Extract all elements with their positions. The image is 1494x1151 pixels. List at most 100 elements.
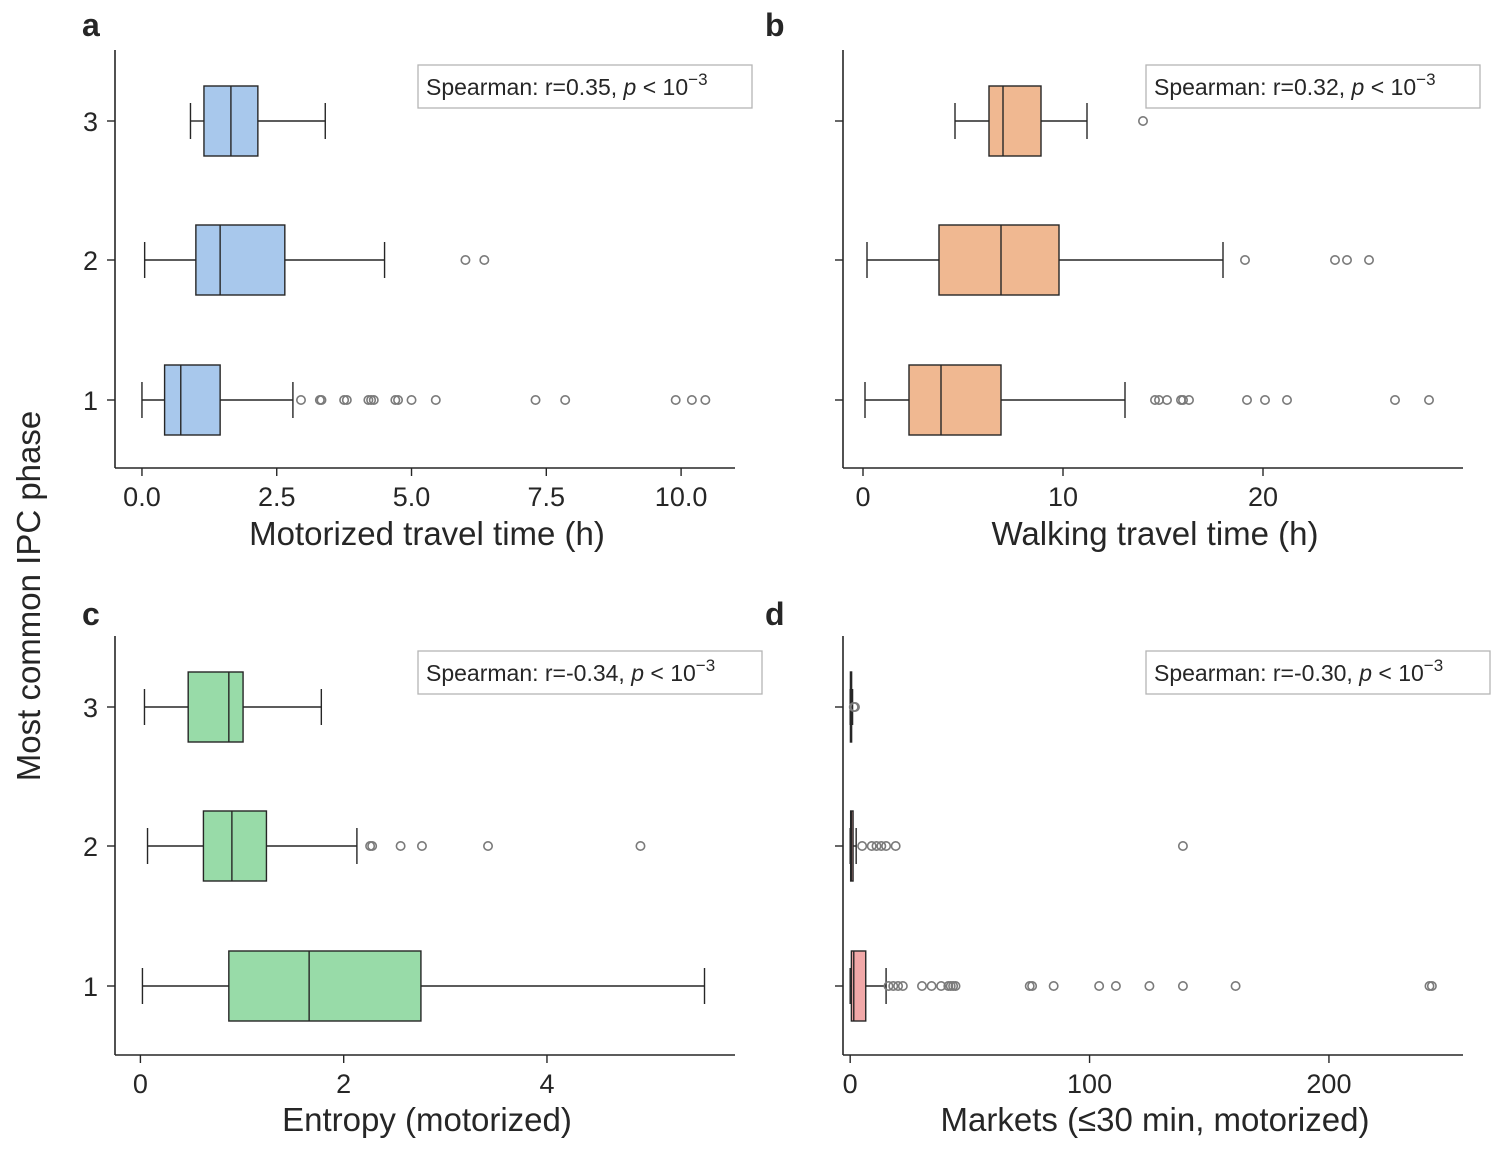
outlier-point [368, 394, 379, 405]
x-tick-label: 10 [1048, 482, 1078, 512]
outlier-point [881, 840, 892, 851]
x-tick-label: 20 [1248, 482, 1278, 512]
box-phase-3 [848, 671, 860, 743]
outlier-point [1138, 116, 1149, 127]
iqr-box [163, 364, 221, 436]
annotation-box [1145, 64, 1481, 109]
outlier-point [479, 255, 490, 266]
annotation-box [417, 64, 753, 109]
annotation-text: Spearman: r=0.32, p < 10−3 [1154, 70, 1436, 100]
box-phase-2 [866, 224, 1375, 296]
outlier-point [1230, 980, 1241, 991]
outlier-point [876, 840, 887, 851]
panel-letter: d [765, 596, 785, 632]
outlier-point [670, 394, 681, 405]
x-tick-label: 10.0 [655, 482, 708, 512]
outlier-point [1178, 394, 1189, 405]
x-tick-label: 200 [1306, 1069, 1351, 1099]
iqr-box [195, 224, 286, 296]
box-phase-2 [849, 810, 1188, 882]
y-tick-label: 3 [83, 693, 98, 723]
shared-y-axis-label: Most common IPC phase [10, 411, 47, 781]
outlier-point [1330, 255, 1341, 266]
outlier-point [890, 840, 901, 851]
iqr-box [187, 671, 244, 743]
x-tick-label: 0 [133, 1069, 148, 1099]
outlier-point [866, 840, 877, 851]
outlier-point [635, 840, 646, 851]
outlier-point [897, 980, 908, 991]
outlier-point [1048, 980, 1059, 991]
box-phase-3 [143, 671, 323, 743]
outlier-point [1177, 980, 1188, 991]
x-axis-label: Markets (≤30 min, motorized) [941, 1101, 1370, 1138]
box-phase-1 [864, 364, 1435, 436]
outlier-point [460, 255, 471, 266]
y-tick-label: 2 [83, 246, 98, 276]
panel-letter: c [82, 596, 100, 632]
outlier-point [1426, 980, 1437, 991]
annotation-text: Spearman: r=-0.34, p < 10−3 [426, 656, 715, 686]
outlier-point [857, 840, 868, 851]
outlier-point [916, 980, 927, 991]
annotation-text: Spearman: r=-0.30, p < 10−3 [1154, 656, 1443, 686]
outlier-point [1110, 980, 1121, 991]
box-phase-3 [189, 85, 326, 157]
outlier-point [430, 394, 441, 405]
outlier-point [1424, 394, 1435, 405]
x-tick-label: 5.0 [393, 482, 431, 512]
x-tick-label: 2.5 [258, 482, 296, 512]
x-axis-label: Motorized travel time (h) [249, 515, 605, 552]
iqr-box [850, 950, 867, 1022]
x-tick-label: 0 [843, 1069, 858, 1099]
outlier-point [395, 840, 406, 851]
panel-c: c 0 2 4 1 2 3 Entropy (motorized) Spearman: r=-0… [82, 596, 763, 1138]
box-phase-2 [143, 224, 490, 296]
x-tick-label: 7.5 [528, 482, 566, 512]
outlier-point [849, 701, 860, 712]
outlier-point [530, 394, 541, 405]
outlier-point [1342, 255, 1353, 266]
outlier-point [416, 840, 427, 851]
outlier-point [1150, 394, 1161, 405]
x-axis-label: Entropy (motorized) [282, 1101, 572, 1138]
outlier-point [367, 840, 378, 851]
outlier-point [1364, 255, 1375, 266]
outlier-point [883, 980, 894, 991]
box-phase-1 [141, 364, 711, 436]
box-phase-1 [141, 950, 706, 1022]
iqr-box [988, 85, 1042, 157]
y-tick-label: 3 [83, 107, 98, 137]
iqr-box [938, 224, 1060, 296]
box-phase-3 [954, 85, 1149, 157]
panels-layer: a 0.0 2.5 5.0 7.5 10.0 1 2 3 Motorized travel tim… [82, 7, 1491, 1138]
outlier-point [926, 980, 937, 991]
outlier-point [700, 394, 711, 405]
x-tick-label: 0.0 [123, 482, 161, 512]
outlier-point [1282, 394, 1293, 405]
outlier-point [893, 980, 904, 991]
x-tick-label: 100 [1067, 1069, 1112, 1099]
outlier-point [871, 840, 882, 851]
outlier-point [483, 840, 494, 851]
outlier-point [1177, 840, 1188, 851]
outlier-point [1390, 394, 1401, 405]
outlier-point [1240, 255, 1251, 266]
outlier-point [686, 394, 697, 405]
x-axis-label: Walking travel time (h) [991, 515, 1318, 552]
outlier-point [1094, 980, 1105, 991]
iqr-box [202, 810, 268, 882]
panel-letter: b [765, 7, 785, 43]
annotation-box [1145, 650, 1491, 695]
outlier-point [936, 980, 947, 991]
panel-letter: a [82, 7, 100, 43]
outlier-point [1184, 394, 1195, 405]
y-tick-label: 2 [83, 832, 98, 862]
x-tick-label: 0 [855, 482, 870, 512]
outlier-point [393, 394, 404, 405]
outlier-point [950, 980, 961, 991]
outlier-point [1144, 980, 1155, 991]
outlier-point [1242, 394, 1253, 405]
